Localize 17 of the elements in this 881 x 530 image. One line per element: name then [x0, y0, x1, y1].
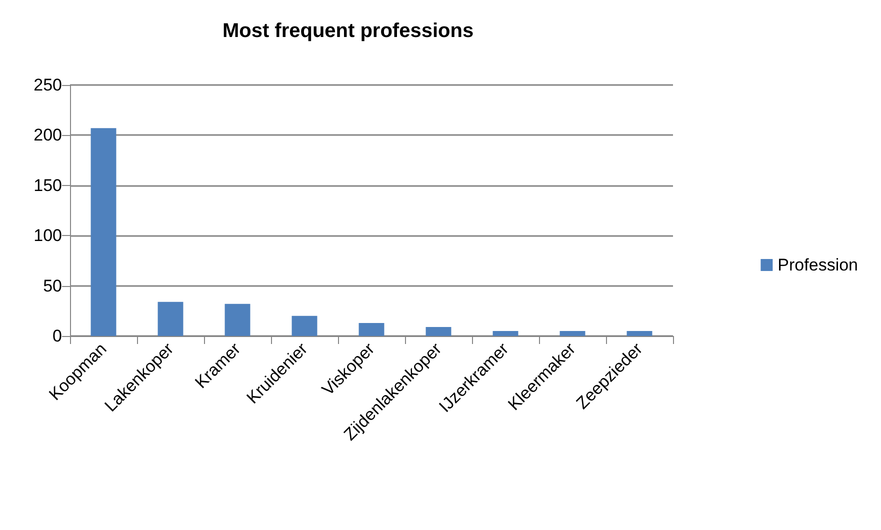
- y-tick-label: 150: [34, 176, 62, 195]
- bar: [224, 304, 250, 336]
- y-tick-label: 250: [34, 76, 62, 94]
- y-tick-label: 100: [34, 226, 62, 246]
- y-tick-label: 50: [43, 276, 62, 296]
- bar: [158, 302, 184, 336]
- chart-title: Most frequent professions: [222, 20, 474, 42]
- bar: [358, 322, 384, 336]
- y-tick-label: 0: [52, 326, 62, 346]
- bar: [90, 128, 116, 336]
- bar: [492, 330, 518, 336]
- bar: [426, 326, 452, 336]
- bar: [626, 330, 652, 336]
- bar: [560, 330, 586, 336]
- bar: [292, 316, 318, 336]
- legend-label: Profession: [778, 256, 858, 274]
- y-tick-label: 200: [34, 126, 62, 145]
